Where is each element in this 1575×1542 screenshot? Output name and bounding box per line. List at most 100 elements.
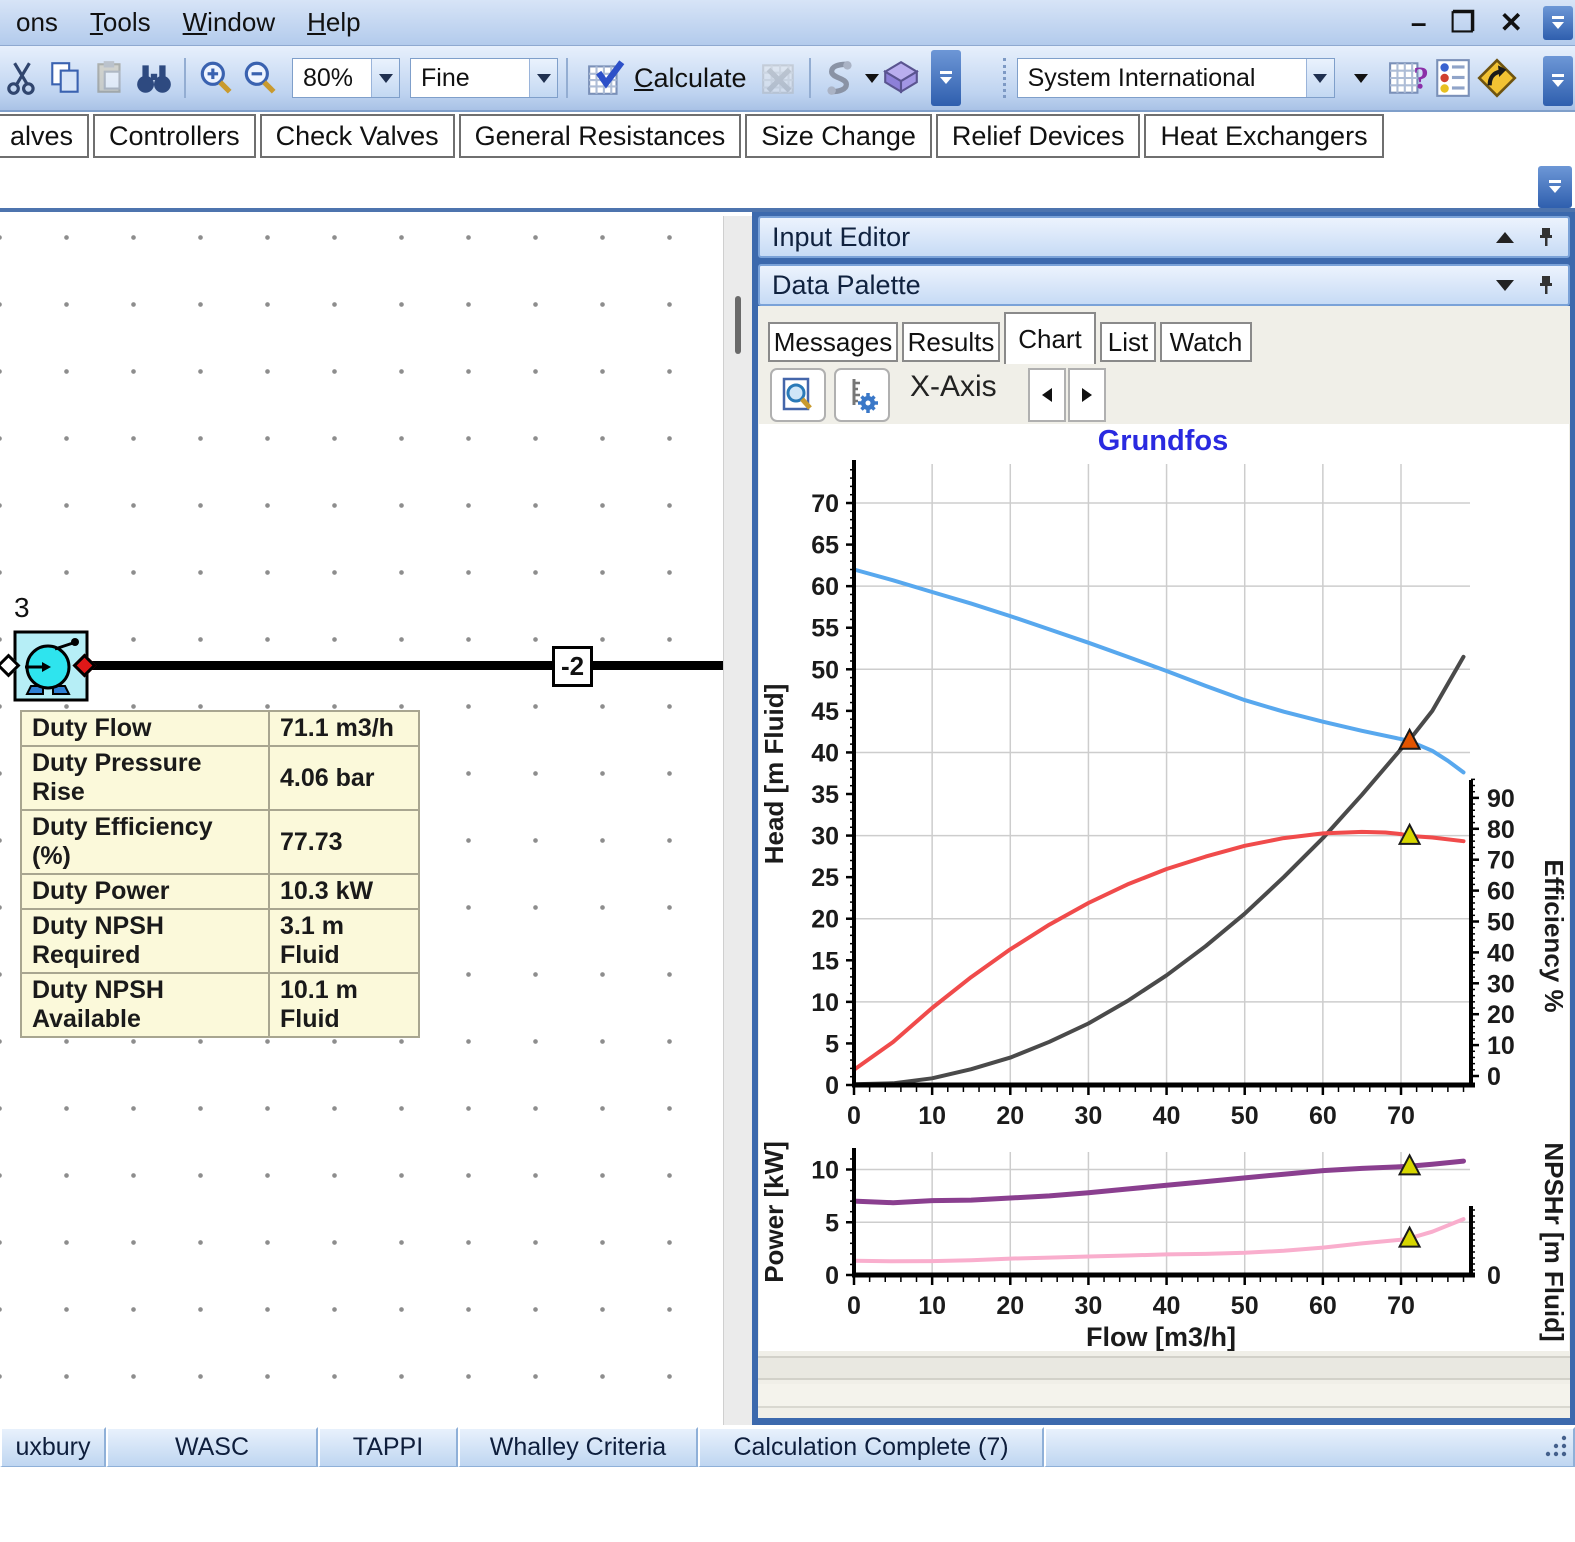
- svg-text:10: 10: [811, 1157, 839, 1185]
- tab-results[interactable]: Results: [902, 322, 1000, 362]
- find-button[interactable]: [132, 54, 176, 102]
- status-segment: WASC: [106, 1427, 318, 1467]
- tab-relief-devices[interactable]: Relief Devices: [936, 114, 1141, 158]
- restore-button[interactable]: ❐: [1438, 6, 1487, 39]
- detail-combobox[interactable]: Fine: [410, 58, 558, 98]
- input-editor-header[interactable]: Input Editor: [758, 216, 1570, 258]
- menu-item-tools[interactable]: Tools: [74, 3, 167, 42]
- svg-text:Grundfos: Grundfos: [1098, 425, 1229, 457]
- toolbar-grip[interactable]: [1003, 58, 1011, 98]
- units-dropdown-button[interactable]: [1306, 59, 1334, 97]
- svg-text:40: 40: [1153, 1102, 1181, 1130]
- duty-label: Duty NPSH Available: [21, 973, 269, 1037]
- tab-list[interactable]: List: [1100, 322, 1156, 362]
- status-segment: [1044, 1427, 1575, 1467]
- collapse-down-icon[interactable]: [1496, 280, 1514, 291]
- svg-text:30: 30: [1075, 1102, 1103, 1130]
- stop-calculation-button[interactable]: [757, 54, 801, 102]
- flowsheet-canvas[interactable]: 3 -2 Duty Flow71.1 m3/h Duty Pressure Ri…: [0, 216, 723, 1425]
- svg-text:80: 80: [1487, 816, 1515, 844]
- svg-text:?: ?: [1413, 61, 1429, 96]
- zoom-level-combobox[interactable]: 80%: [292, 58, 400, 98]
- navigate-button[interactable]: [1475, 54, 1519, 102]
- svg-text:40: 40: [1487, 939, 1515, 967]
- duty-label: Duty NPSH Required: [21, 909, 269, 973]
- menu-item-ons[interactable]: ons: [0, 3, 74, 42]
- pump-curves-chart: Grundfos05101520253035404550556065700102…: [759, 424, 1569, 1351]
- minimize-button[interactable]: –: [1399, 7, 1439, 39]
- axis-settings-button[interactable]: [834, 368, 890, 422]
- svg-text:10: 10: [918, 1102, 946, 1130]
- detail-dropdown-button[interactable]: [529, 59, 557, 97]
- duty-label: Duty Efficiency (%): [21, 810, 269, 874]
- calculate-button[interactable]: Calculate: [576, 54, 757, 102]
- pin-icon[interactable]: [1536, 274, 1556, 296]
- book-button[interactable]: [879, 54, 923, 102]
- tab-check-valves[interactable]: Check Valves: [260, 114, 455, 158]
- zoom-level-dropdown-button[interactable]: [371, 59, 399, 97]
- svg-text:20: 20: [996, 1102, 1024, 1130]
- secondary-dropdown-button[interactable]: [1335, 54, 1387, 102]
- scrollbar-thumb[interactable]: [735, 296, 741, 354]
- axis-prev-button[interactable]: [1028, 368, 1066, 422]
- pin-icon[interactable]: [1536, 226, 1556, 248]
- tab-messages[interactable]: Messages: [768, 322, 898, 362]
- svg-text:50: 50: [1231, 1292, 1259, 1320]
- pipe-node-box[interactable]: -2: [552, 646, 593, 687]
- tab-valves[interactable]: alves: [0, 114, 89, 158]
- resize-grip-icon[interactable]: [1543, 1432, 1569, 1462]
- svg-text:60: 60: [811, 573, 839, 601]
- pipe-line[interactable]: [84, 661, 724, 670]
- tab-controllers[interactable]: Controllers: [93, 114, 256, 158]
- tab-label: Chart: [1018, 324, 1082, 355]
- palette-overflow-button[interactable]: [1538, 166, 1572, 208]
- pump-node-number: 3: [14, 592, 30, 624]
- table-row: Duty NPSH Available10.1 m Fluid: [21, 973, 419, 1037]
- table-help-button[interactable]: ?: [1387, 54, 1431, 102]
- tab-label: Messages: [774, 327, 893, 358]
- tab-size-change[interactable]: Size Change: [745, 114, 932, 158]
- units-combobox[interactable]: System International: [1017, 58, 1335, 98]
- canvas-scrollbar[interactable]: [723, 216, 753, 1425]
- table-row: Duty Pressure Rise4.06 bar: [21, 746, 419, 810]
- svg-text:60: 60: [1487, 878, 1515, 906]
- chevron-down-icon: [1354, 74, 1368, 83]
- toolbar2-overflow-button[interactable]: [1543, 56, 1573, 106]
- zoom-out-icon: [240, 58, 280, 98]
- input-editor-title: Input Editor: [772, 222, 910, 253]
- svg-text:0: 0: [825, 1262, 839, 1290]
- detail-value: Fine: [411, 64, 529, 93]
- tab-heat-exchangers[interactable]: Heat Exchangers: [1144, 114, 1383, 158]
- svg-text:55: 55: [811, 615, 839, 643]
- tab-watch[interactable]: Watch: [1160, 322, 1252, 362]
- paste-button[interactable]: [88, 54, 132, 102]
- tab-chart[interactable]: Chart: [1004, 312, 1096, 364]
- svg-text:70: 70: [1387, 1292, 1415, 1320]
- menu-overflow-button[interactable]: [1543, 6, 1573, 40]
- zoom-in-icon: [196, 58, 236, 98]
- book-icon: [881, 58, 921, 98]
- toolbar-separator: [809, 58, 811, 98]
- svg-text:20: 20: [996, 1292, 1024, 1320]
- script-button[interactable]: [819, 54, 879, 102]
- cut-button[interactable]: [0, 54, 44, 102]
- svg-text:10: 10: [1487, 1032, 1515, 1060]
- menu-item-window[interactable]: Window: [167, 3, 291, 42]
- data-palette-header[interactable]: Data Palette: [758, 264, 1570, 306]
- chart-preview-button[interactable]: [770, 368, 826, 422]
- zoom-out-button[interactable]: [238, 54, 282, 102]
- axis-next-button[interactable]: [1068, 368, 1106, 422]
- tab-label: Watch: [1170, 327, 1243, 358]
- toolbar-overflow-button[interactable]: [931, 50, 961, 106]
- menu-item-help[interactable]: Help: [291, 3, 376, 42]
- axis-selector-label: X-Axis: [910, 370, 997, 404]
- copy-button[interactable]: [44, 54, 88, 102]
- svg-text:5: 5: [825, 1209, 839, 1237]
- list-view-button[interactable]: [1431, 54, 1475, 102]
- tab-general-resistances[interactable]: General Resistances: [459, 114, 742, 158]
- duty-value: 4.06 bar: [269, 746, 419, 810]
- close-button[interactable]: ✕: [1488, 6, 1535, 39]
- svg-text:5: 5: [825, 1030, 839, 1058]
- zoom-in-button[interactable]: [194, 54, 238, 102]
- collapse-up-icon[interactable]: [1496, 232, 1514, 243]
